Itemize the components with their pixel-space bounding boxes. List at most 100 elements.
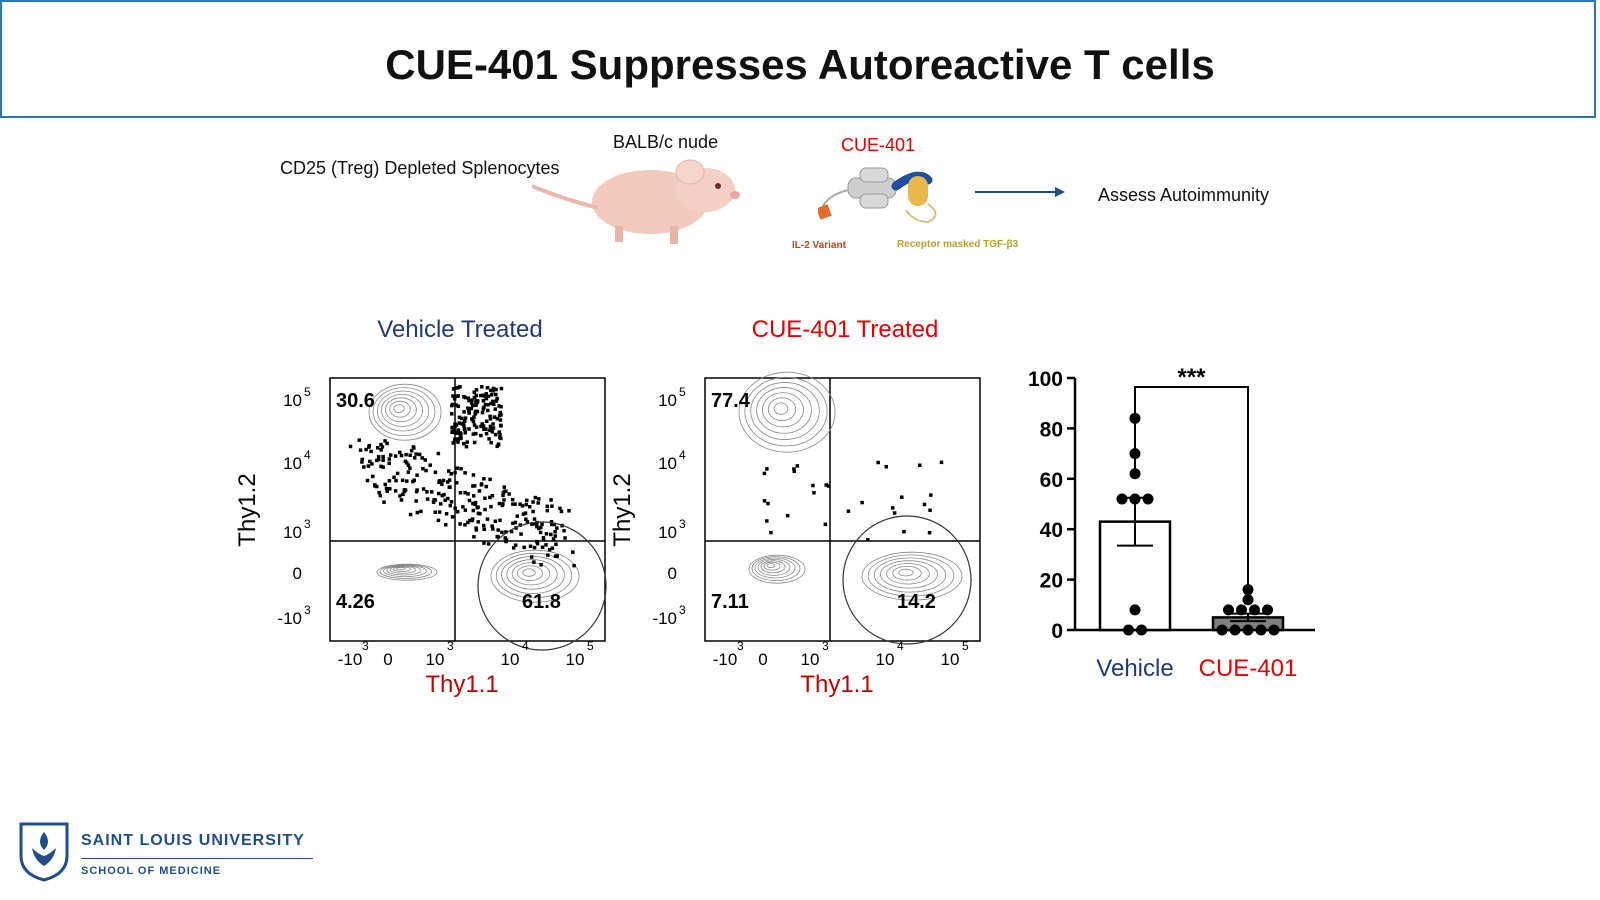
event-dot — [472, 423, 477, 427]
event-dot — [437, 480, 441, 485]
event-dot — [460, 416, 464, 421]
data-point — [1129, 604, 1141, 616]
data-point — [1236, 604, 1247, 616]
event-dot — [515, 514, 520, 518]
event-dot — [406, 470, 411, 474]
event-dot — [922, 502, 927, 507]
event-dot — [411, 445, 416, 449]
event-dot — [498, 423, 503, 428]
event-dot — [483, 507, 487, 512]
event-dot — [480, 385, 484, 389]
event-dot — [498, 432, 502, 437]
data-point — [1123, 624, 1134, 636]
event-dot — [459, 466, 463, 471]
y-tick-label: 10 — [283, 454, 302, 473]
event-dot — [379, 464, 383, 469]
event-dot — [392, 475, 396, 480]
il2-variant-label: IL-2 Variant — [792, 240, 846, 251]
event-dot — [408, 512, 413, 517]
event-dot — [539, 563, 543, 567]
event-dot — [445, 480, 450, 484]
y-tick-label: 0 — [1051, 620, 1063, 643]
event-dot — [466, 492, 470, 496]
event-dot — [484, 484, 488, 489]
density-contour — [738, 371, 836, 453]
density-contour — [767, 397, 797, 422]
event-dot — [369, 449, 373, 454]
density-contour — [389, 565, 417, 574]
event-dot — [456, 431, 460, 435]
density-contour — [867, 554, 955, 597]
density-contour — [385, 397, 417, 423]
x-tick-label: 10 — [501, 650, 520, 669]
event-dot — [456, 440, 460, 444]
event-dot — [455, 466, 460, 470]
event-dot — [490, 524, 494, 528]
event-dot — [492, 415, 497, 419]
quadrant-lower-left-value: 4.26 — [336, 591, 375, 613]
event-dot — [466, 396, 471, 400]
event-dot — [436, 518, 441, 523]
density-contour — [379, 564, 433, 579]
event-dot — [451, 394, 455, 398]
flow-plot-frame — [704, 377, 981, 642]
event-dot — [453, 506, 457, 511]
event-dot — [458, 385, 462, 389]
event-dot — [497, 501, 502, 506]
event-dot — [362, 465, 366, 469]
event-dot — [483, 496, 487, 501]
event-dot — [489, 393, 494, 397]
data-point — [1268, 624, 1280, 636]
event-dot — [433, 470, 438, 475]
event-dot — [388, 487, 392, 491]
event-dot — [876, 460, 880, 465]
data-point — [1136, 624, 1147, 636]
density-contour — [372, 387, 436, 436]
event-dot — [471, 494, 476, 498]
event-dot — [527, 505, 532, 509]
event-dot — [443, 498, 447, 502]
event-dot — [532, 560, 536, 564]
event-dot — [531, 522, 536, 526]
x-tick-label: 10 — [876, 650, 895, 669]
event-dot — [545, 504, 550, 509]
event-dot — [493, 407, 498, 411]
event-dot — [471, 419, 476, 424]
event-dot — [471, 473, 476, 477]
event-dot — [399, 498, 404, 502]
event-dot — [513, 502, 517, 506]
event-dot — [762, 471, 767, 476]
event-dot — [474, 526, 478, 530]
event-dot — [473, 500, 478, 505]
event-dot — [497, 413, 502, 418]
event-dot — [419, 509, 423, 514]
event-dot — [365, 478, 370, 483]
drug-label: CUE-401 — [841, 135, 916, 155]
density-contour — [748, 554, 806, 584]
event-dot — [559, 509, 564, 514]
event-dot — [544, 532, 549, 536]
event-dot — [540, 545, 545, 549]
x-tick-label: -10 — [713, 650, 738, 669]
event-dot — [531, 500, 535, 504]
event-dot — [555, 526, 559, 530]
event-dot — [385, 441, 389, 446]
x-tick-exponent: 3 — [737, 639, 744, 653]
event-dot — [431, 500, 436, 504]
event-dot — [546, 553, 550, 557]
event-dot — [884, 464, 889, 469]
event-dot — [795, 464, 800, 468]
event-dot — [535, 541, 540, 546]
event-dot — [551, 537, 556, 541]
event-dot — [769, 530, 773, 535]
y-tick-exponent: 3 — [679, 517, 686, 531]
event-dot — [498, 410, 503, 415]
event-dot — [553, 534, 557, 538]
event-dot — [471, 484, 475, 488]
y-tick-label: 10 — [283, 391, 302, 410]
density-contour — [757, 558, 791, 576]
event-dot — [475, 505, 479, 510]
event-dot — [383, 439, 387, 443]
data-point — [1216, 624, 1228, 636]
